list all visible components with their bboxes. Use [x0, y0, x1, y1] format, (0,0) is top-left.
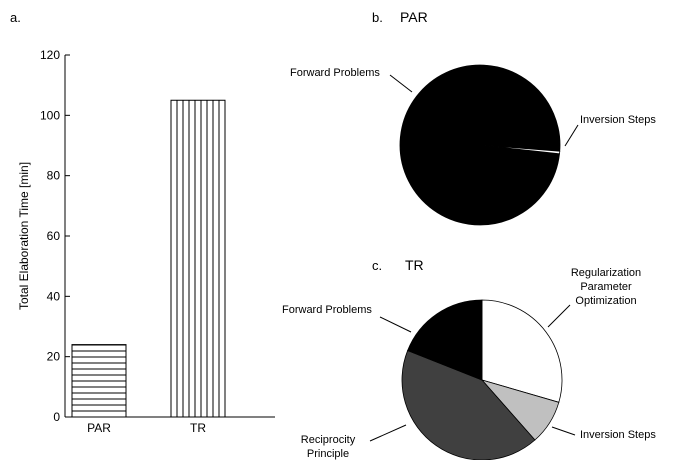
pie-slice	[407, 299, 483, 381]
x-tick-label: TR	[190, 421, 206, 435]
panel-b-label: b.	[372, 10, 383, 25]
leader-line	[564, 124, 579, 147]
bar-chart-panel: a. Total Elaboration Time [min] 0 20 40 60 8…	[10, 10, 275, 435]
panel-a-label: a.	[10, 10, 21, 25]
bar-tr	[170, 99, 226, 418]
leader-line	[551, 426, 576, 436]
pie-par: Forward Problems Inversion Steps	[290, 64, 656, 226]
y-tick-label: 100	[40, 108, 60, 122]
slice-label: Forward Problems	[282, 304, 372, 316]
leader-line	[547, 304, 571, 328]
bar-marks	[71, 99, 226, 418]
y-tick-label: 0	[53, 410, 60, 424]
pie-par-panel: b. PAR Forward Problems Inversion Steps	[290, 9, 656, 226]
pie-tr: Regularization Parameter Optimization Inver…	[282, 267, 656, 460]
slice-label: Reciprocity Principle	[301, 434, 356, 460]
y-tick-label: 40	[47, 289, 61, 303]
slice-label: Regularization Parameter Optimization	[571, 267, 641, 307]
panel-c-label: c.	[372, 258, 382, 273]
slice-label: Inversion Steps	[580, 114, 656, 126]
y-tick-label: 120	[40, 48, 60, 62]
x-tick-label: PAR	[87, 421, 111, 435]
y-axis-label: Total Elaboration Time [min]	[17, 162, 31, 310]
y-tick-label: 60	[47, 229, 61, 243]
y-tick-label: 80	[47, 169, 61, 183]
slice-label: Forward Problems	[290, 67, 380, 79]
bar-par	[71, 344, 127, 418]
pie-par-title: PAR	[400, 9, 428, 25]
pie-tr-panel: c. TR Regularization Parameter Optimizatio…	[282, 257, 656, 460]
y-tick-label: 20	[47, 350, 61, 364]
leader-line	[369, 424, 407, 442]
pie-slice	[401, 350, 536, 460]
pie-tr-title: TR	[405, 257, 424, 273]
pie-slice	[481, 299, 563, 403]
leader-line	[389, 74, 413, 93]
pie-slice	[479, 144, 561, 155]
slice-label: Inversion Steps	[580, 429, 656, 441]
leader-line	[379, 316, 412, 333]
